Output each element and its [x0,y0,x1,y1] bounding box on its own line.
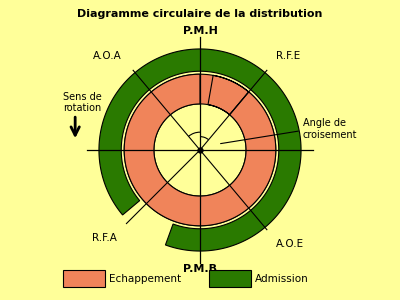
FancyArrow shape [182,232,189,244]
FancyArrow shape [165,59,173,70]
Text: Sens de
rotation: Sens de rotation [63,92,102,113]
Text: R.F.E: R.F.E [276,50,300,61]
FancyBboxPatch shape [63,270,105,287]
Polygon shape [99,49,301,251]
Text: Echappement: Echappement [109,274,182,284]
Text: A.O.E: A.O.E [276,239,304,250]
Polygon shape [124,74,276,226]
FancyArrow shape [216,201,225,212]
FancyArrow shape [222,88,230,99]
Text: Angle de
croisement: Angle de croisement [302,118,357,140]
Text: Admission: Admission [255,274,309,284]
Text: P.M.H: P.M.H [182,26,218,36]
Text: P.M.B: P.M.B [183,264,217,274]
FancyBboxPatch shape [209,270,250,287]
Polygon shape [124,74,276,226]
Text: A.O.A: A.O.A [93,50,122,61]
Text: R.F.A: R.F.A [92,233,117,243]
Text: Diagramme circulaire de la distribution: Diagramme circulaire de la distribution [77,9,323,19]
